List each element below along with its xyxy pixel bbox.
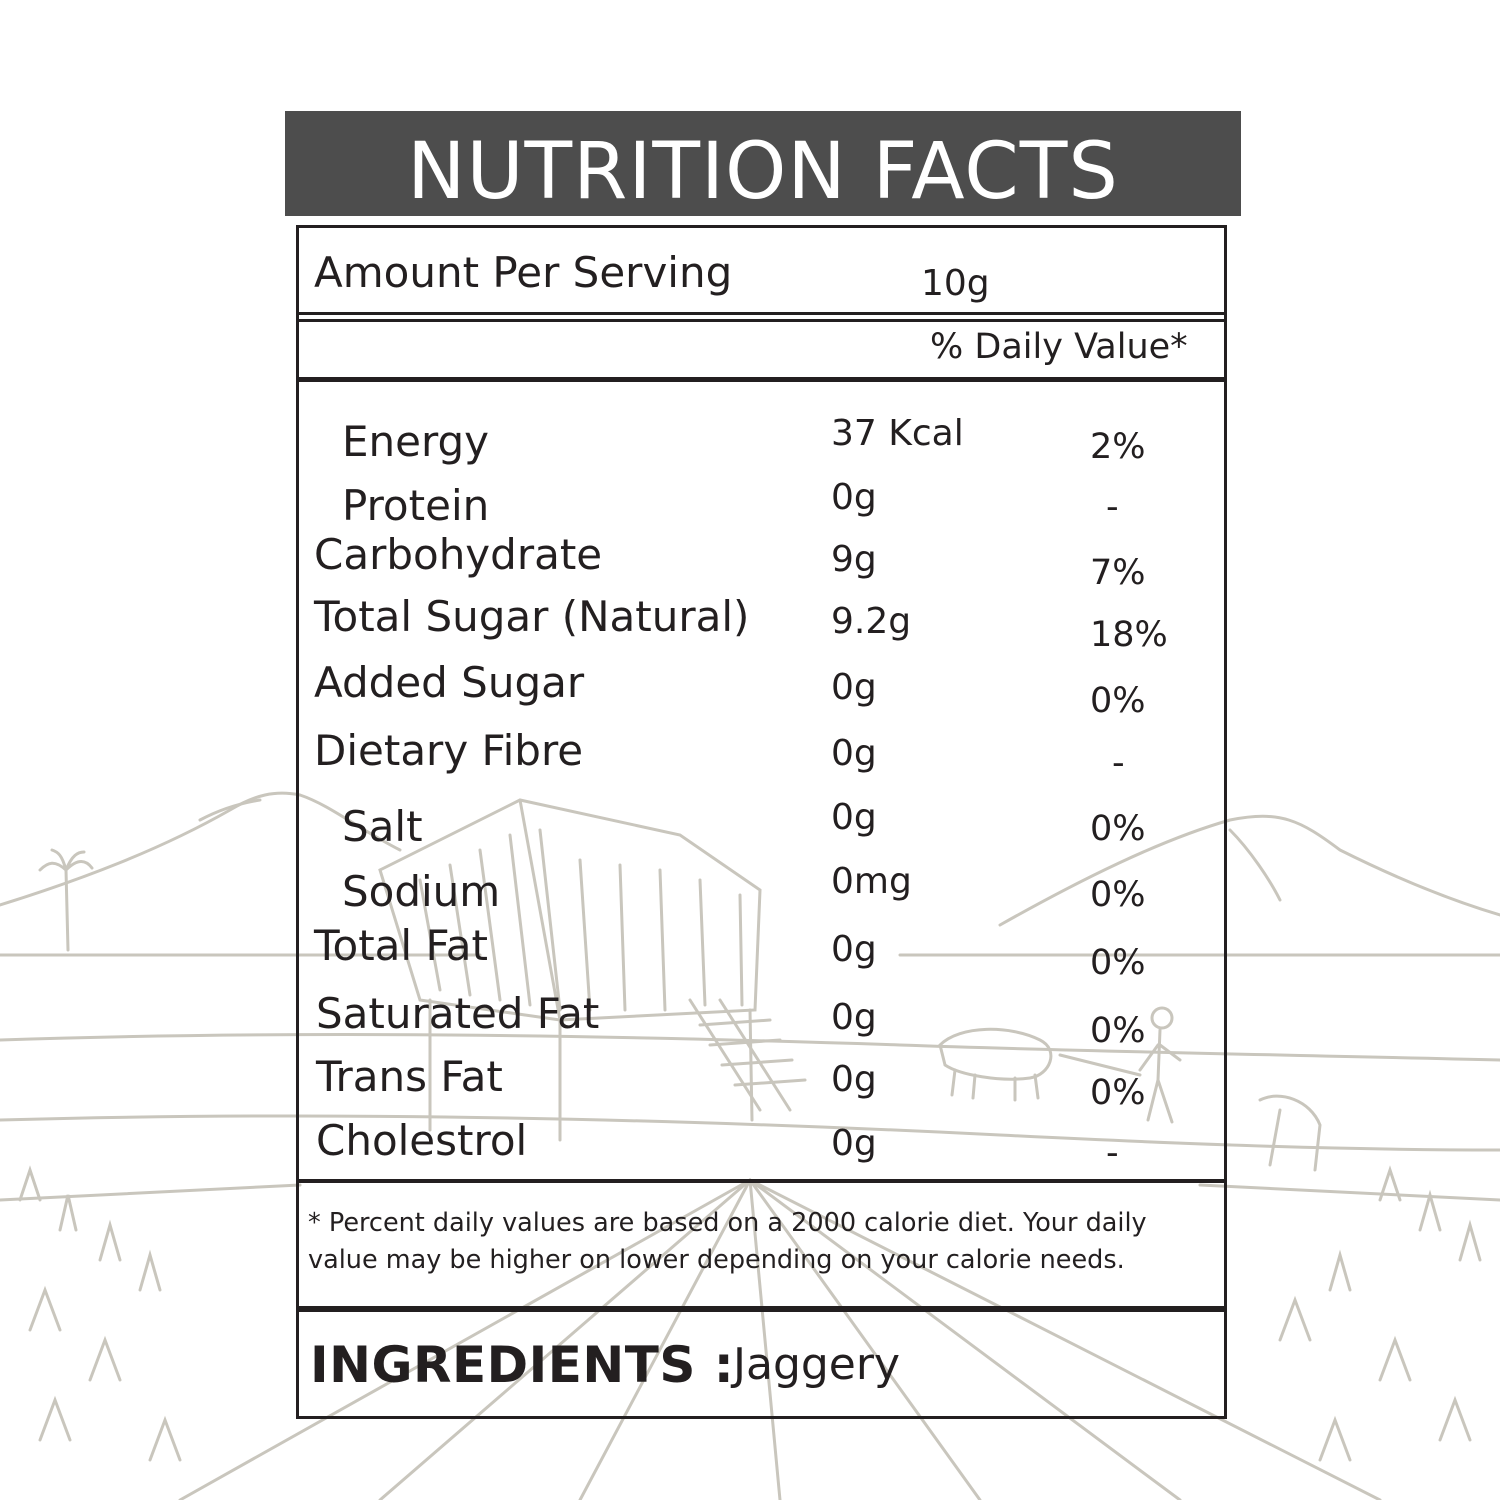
nutrient-daily-value: 0%: [1090, 875, 1146, 915]
nutrient-amount: 9g: [831, 539, 877, 580]
nutrient-daily-value: 0%: [1090, 1073, 1146, 1113]
nutrient-name: Trans Fat: [316, 1052, 503, 1101]
nutrient-amount: 0g: [831, 797, 877, 838]
nutrient-name: Added Sugar: [314, 658, 585, 707]
nutrient-daily-value: -: [1106, 1133, 1119, 1173]
nutrient-amount: 37 Kcal: [831, 413, 964, 454]
nutrient-name: Saturated Fat: [316, 989, 600, 1038]
nutrient-amount: 0g: [831, 477, 877, 518]
nutrient-daily-value: 7%: [1090, 553, 1146, 593]
nutrient-name: Carbohydrate: [314, 530, 603, 579]
nutrient-name: Dietary Fibre: [314, 726, 584, 775]
footnote-line-2: value may be higher on lower depending o…: [308, 1245, 1125, 1275]
nutrient-amount: 9.2g: [831, 601, 912, 642]
serving-box: [296, 225, 1227, 322]
nutrient-name: Salt: [342, 802, 423, 851]
nutrient-daily-value: -: [1106, 487, 1119, 527]
nutrient-daily-value: -: [1112, 743, 1125, 783]
nutrient-amount: 0g: [831, 1123, 877, 1164]
nutrient-name: Energy: [342, 417, 490, 466]
nutrient-amount: 0g: [831, 733, 877, 774]
nutrient-amount: 0g: [831, 997, 877, 1038]
nutrient-name: Sodium: [342, 867, 501, 916]
serving-label: Amount Per Serving: [314, 248, 733, 297]
nutrient-daily-value: 18%: [1090, 615, 1168, 655]
daily-value-header: % Daily Value*: [930, 327, 1188, 367]
footnote-line-1: * Percent daily values are based on a 20…: [308, 1208, 1147, 1238]
nutrient-daily-value: 0%: [1090, 943, 1146, 983]
nutrient-name: Total Sugar (Natural): [314, 592, 750, 641]
nutrition-facts-header: NUTRITION FACTS: [285, 111, 1241, 217]
nutrient-name: Total Fat: [314, 921, 488, 970]
nutrient-name: Cholestrol: [316, 1116, 528, 1165]
nutrient-amount: 0g: [831, 929, 877, 970]
ingredients-label: INGREDIENTS :: [310, 1336, 735, 1394]
serving-value: 10g: [921, 263, 990, 304]
nutrient-daily-value: 0%: [1090, 809, 1146, 849]
nutrient-amount: 0g: [831, 667, 877, 708]
nutrient-daily-value: 0%: [1090, 681, 1146, 721]
nutrient-amount: 0mg: [831, 861, 912, 902]
daily-value-box: [296, 312, 1227, 382]
footnote-box: [296, 1180, 1227, 1312]
nutrient-amount: 0g: [831, 1059, 877, 1100]
nutrient-daily-value: 0%: [1090, 1011, 1146, 1051]
nutrient-daily-value: 2%: [1090, 427, 1146, 467]
nutrient-name: Protein: [342, 481, 490, 530]
nutrition-facts-title: NUTRITION FACTS: [407, 126, 1119, 217]
ingredients-value: Jaggery: [733, 1339, 900, 1390]
ingredients-box: [296, 1306, 1227, 1419]
